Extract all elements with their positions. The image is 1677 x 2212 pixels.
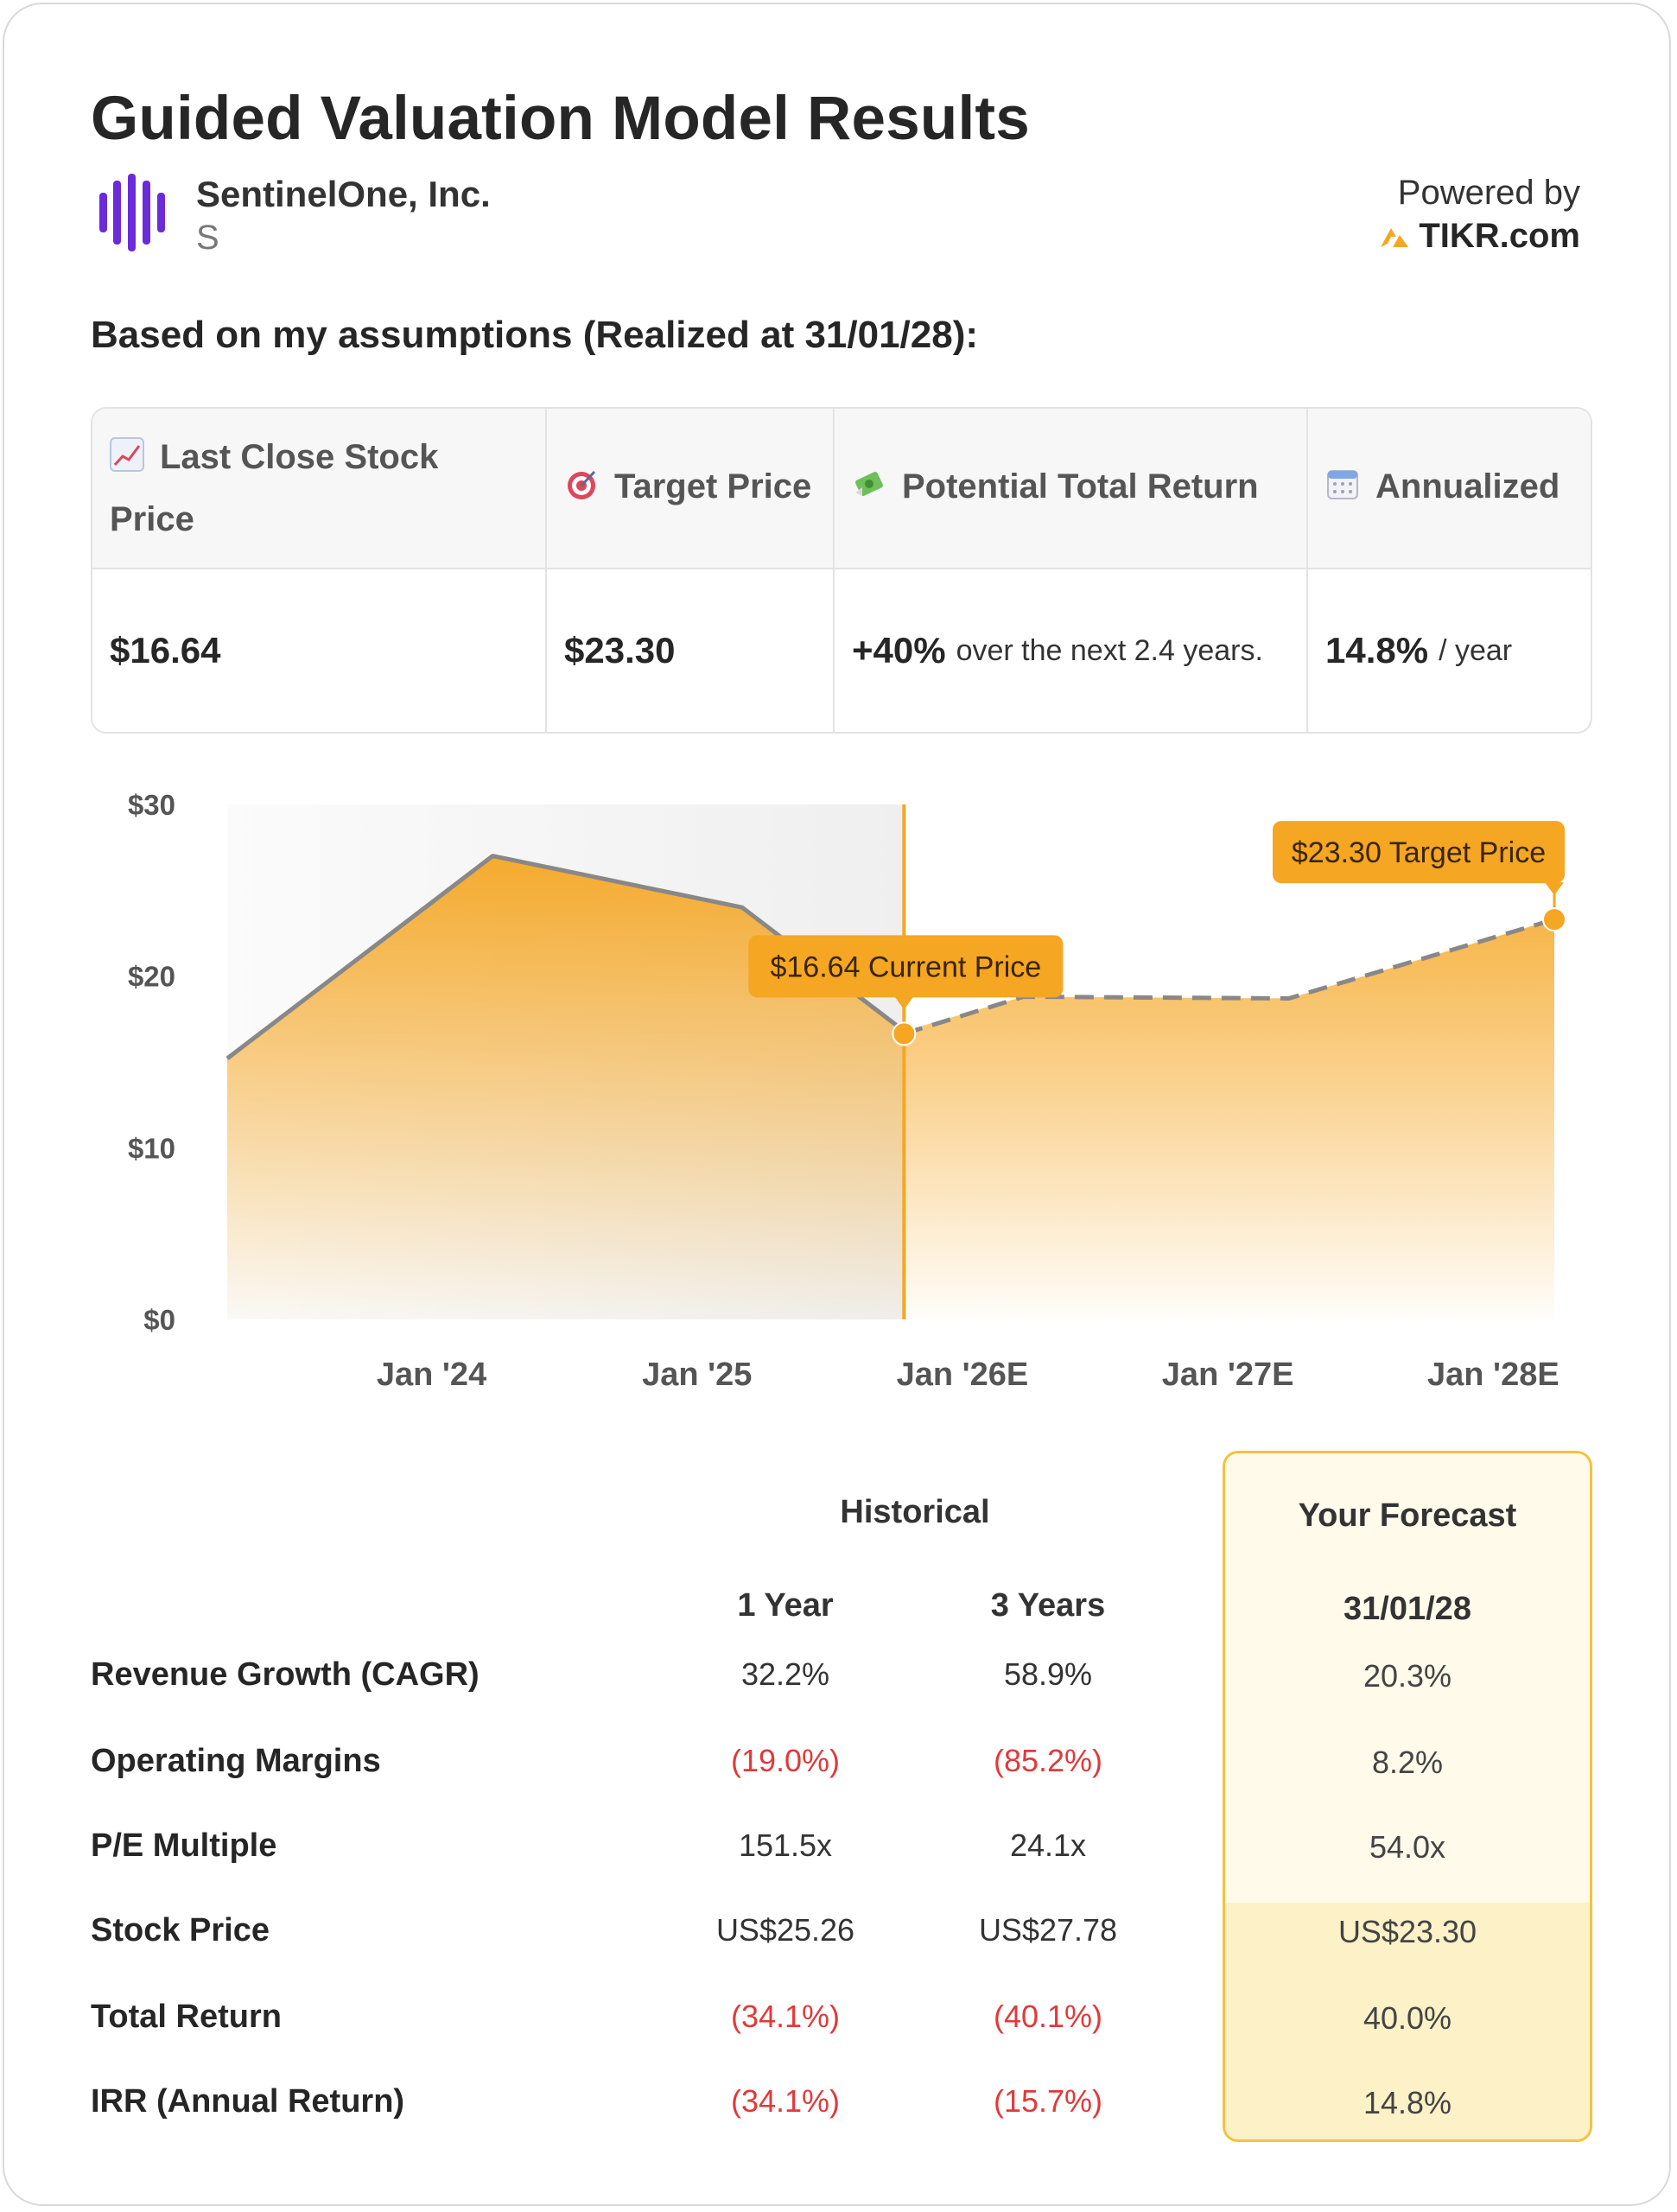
metric-1y-value: (34.1%)	[730, 2083, 841, 2119]
target-price-tooltip	[1273, 821, 1565, 884]
powered-by-label: Powered by	[1397, 174, 1580, 212]
y-tick-label: $10	[128, 1132, 175, 1164]
tikr-brand-link[interactable]: TIKR.com	[1379, 217, 1580, 256]
metric-1y-value: 32.2%	[740, 1656, 830, 1692]
company-ticker: S	[196, 219, 219, 257]
forecast-line	[903, 917, 1555, 1036]
historical-header: Historical	[840, 1494, 990, 1530]
summary-label-return: Potential Total Return	[902, 467, 1259, 505]
current-price-label: $16.64 Current Price	[770, 950, 1041, 983]
summary-value-last-close: $16.64	[92, 569, 547, 732]
summary-label-last-close: Last Close Stock Price	[110, 438, 439, 538]
metric-3y-value: (40.1%)	[993, 1999, 1103, 2034]
target-price-value: $23.30	[564, 630, 676, 671]
metric-3y-value: 24.1x	[1009, 1827, 1087, 1863]
summary-header-annualized: Annualized	[1308, 409, 1591, 569]
annualized-suffix: / year	[1439, 633, 1513, 667]
metric-forecast-value: 8.2%	[1371, 1745, 1444, 1780]
metric-1y-value: (19.0%)	[730, 1743, 841, 1778]
x-tick-label: Jan '28E	[1427, 1357, 1559, 1393]
metric-row-label: Stock Price	[91, 1912, 270, 1948]
tikr-logo-icon	[1381, 227, 1409, 247]
money-with-wings-icon	[852, 461, 886, 519]
summary-value-annualized: 14.8% / year	[1308, 569, 1591, 732]
x-tick-label: Jan '26E	[897, 1357, 1029, 1393]
metric-forecast-value: 14.8%	[1363, 2085, 1452, 2120]
assumptions-heading: Based on my assumptions (Realized at 31/…	[91, 314, 979, 356]
tooltip-pointer	[1545, 882, 1564, 896]
target-price-point	[1542, 907, 1566, 932]
metric-forecast-value: 40.0%	[1363, 2000, 1452, 2036]
calendar-icon	[1325, 461, 1360, 519]
current-price-point	[892, 1021, 917, 1046]
summary-value-target: $23.30	[547, 569, 835, 732]
metric-row-label: Operating Margins	[91, 1743, 381, 1779]
target-icon	[564, 461, 599, 519]
metric-1y-value: US$25.26	[715, 1912, 855, 1948]
y-tick-label: $20	[128, 961, 175, 993]
x-tick-label: Jan '24	[377, 1357, 486, 1393]
metric-row-label: Total Return	[91, 1999, 282, 2035]
metric-3y-value: (85.2%)	[993, 1743, 1103, 1778]
summary-label-annualized: Annualized	[1375, 467, 1560, 505]
metric-row-label: Revenue Growth (CAGR)	[91, 1656, 480, 1693]
total-return-value: +40%	[852, 630, 946, 671]
summary-header-return: Potential Total Return	[835, 409, 1308, 569]
last-close-value: $16.64	[110, 630, 221, 671]
company-name: SentinelOne, Inc.	[196, 174, 491, 214]
total-return-suffix: over the next 2.4 years.	[956, 633, 1263, 667]
sentinelone-logo-icon	[99, 174, 165, 251]
price-chart-svg: $30 $20 $10 $0 Jan '24 Jan '25 Jan '26E Jan '27…	[128, 789, 1566, 1393]
metric-forecast-value: US$23.30	[1337, 1914, 1477, 1949]
tooltip-pointer	[894, 996, 914, 1010]
current-price-tooltip	[748, 935, 1064, 998]
metric-row-label: IRR (Annual Return)	[91, 2083, 405, 2120]
metric-3y-value: (15.7%)	[993, 2083, 1103, 2119]
y-tick-label: $30	[128, 789, 175, 821]
summary-value-return: +40% over the next 2.4 years.	[835, 569, 1308, 732]
metric-3y-value: US$27.78	[978, 1912, 1118, 1948]
forecast-header: Your Forecast	[1298, 1497, 1517, 1534]
price-area	[227, 855, 1554, 1319]
results-card: Guided Valuation Model Results SentinelO…	[3, 3, 1671, 2206]
y-tick-label: $0	[143, 1304, 175, 1336]
tikr-brand-text: TIKR.com	[1419, 217, 1580, 255]
summary-header-last-close: Last Close Stock Price	[92, 409, 547, 569]
summary-header-target: Target Price	[547, 409, 835, 569]
metric-forecast-value: 20.3%	[1363, 1658, 1452, 1694]
metric-3y-value: 58.9%	[1003, 1656, 1093, 1692]
summary-label-target: Target Price	[614, 467, 812, 505]
metric-forecast-value: 54.0x	[1369, 1829, 1446, 1865]
annualized-value: 14.8%	[1325, 630, 1429, 671]
summary-table: Last Close Stock Price Target Price Pote…	[91, 407, 1592, 734]
metric-1y-value: 151.5x	[738, 1827, 833, 1863]
col-forecast-date: 31/01/28	[1344, 1591, 1471, 1627]
price-chart: $30 $20 $10 $0 Jan '24 Jan '25 Jan '26E Jan '27…	[4, 765, 1677, 1421]
metric-row-label: P/E Multiple	[91, 1827, 277, 1864]
forecast-returns-band	[1225, 1903, 1590, 2139]
col-1-year: 1 Year	[737, 1587, 834, 1624]
metrics-table: Historical Your Forecast 1 Year 3 Years …	[4, 1439, 1677, 2199]
chart-increasing-icon	[110, 431, 144, 490]
col-3-years: 3 Years	[990, 1587, 1106, 1624]
metric-1y-value: (34.1%)	[730, 1999, 841, 2034]
target-price-label: $23.30 Target Price	[1292, 836, 1546, 869]
x-tick-label: Jan '25	[642, 1357, 752, 1393]
page-title: Guided Valuation Model Results	[91, 85, 1030, 153]
forecast-column	[1223, 1451, 1592, 2142]
x-tick-label: Jan '27E	[1162, 1357, 1294, 1393]
